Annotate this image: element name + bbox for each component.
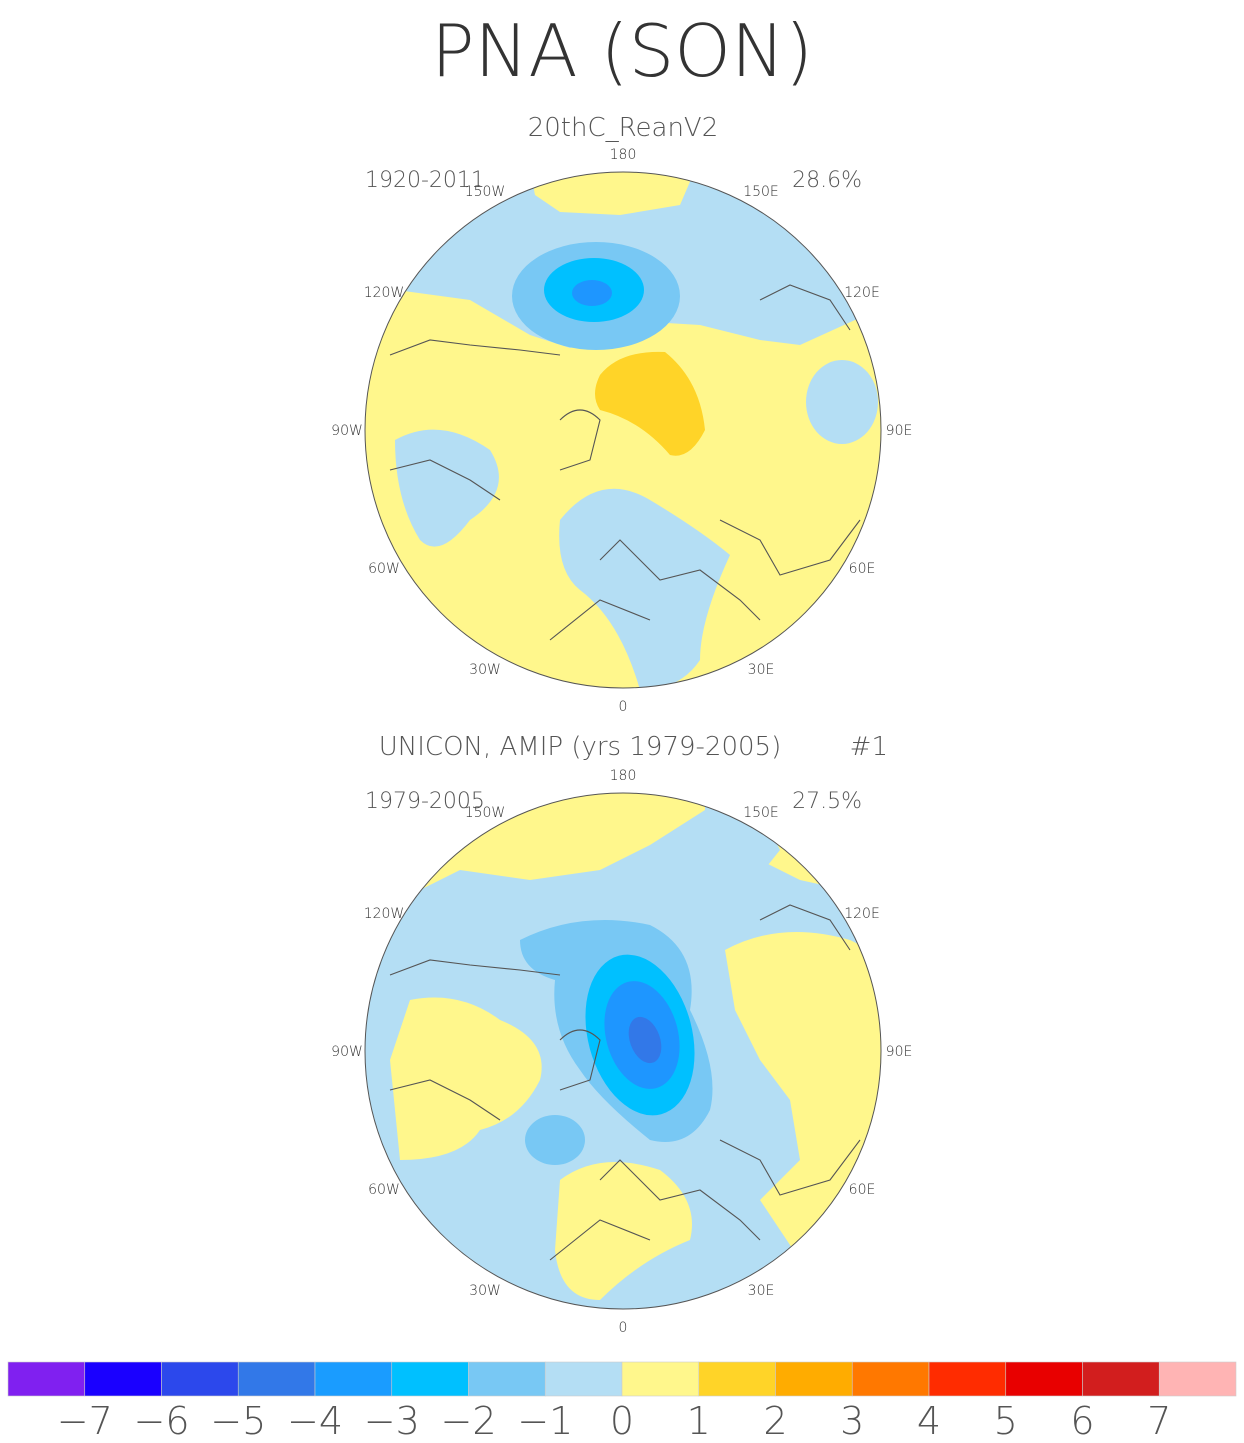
colorbar-label: −7: [57, 1399, 113, 1443]
colorbar-box: [851, 1361, 930, 1397]
longitude-label: 150W: [465, 805, 506, 821]
panel-1-subtitle: 20thC_ReanV2: [528, 113, 719, 143]
colorbar-box: [928, 1361, 1007, 1397]
panel-1-map: [365, 172, 881, 688]
panel-2-map: [365, 793, 881, 1309]
longitude-label: 120W: [364, 906, 405, 922]
panel-1-longitude-labels: 180 150E 120E 90E 60E 30E 0 30W 60W 90W 120W 150W: [331, 147, 912, 715]
longitude-label: 150E: [743, 805, 779, 821]
colorbar-label: 4: [917, 1399, 941, 1443]
colorbar-label: 3: [840, 1399, 864, 1443]
longitude-label: 30W: [469, 1283, 501, 1299]
panel-1-period: 1920-2011: [365, 168, 485, 193]
colorbar-label: −4: [287, 1399, 343, 1443]
longitude-label: 120E: [844, 285, 880, 301]
panel-1-map-border: [364, 171, 882, 689]
longitude-label: 90E: [886, 423, 913, 439]
colorbar-label: −5: [210, 1399, 266, 1443]
colorbar-box: [314, 1361, 393, 1397]
panel-1: 20thC_ReanV2 1920-2011 28.6% 180 150E 120E…: [331, 113, 912, 715]
colorbar-label: 0: [610, 1399, 634, 1443]
panel-2-subtitle: UNICON, AMIP (yrs 1979-2005): [379, 732, 781, 762]
longitude-label: 60E: [849, 1182, 876, 1198]
panel-2-variance: 27.5%: [792, 789, 862, 814]
colorbar-label: 5: [994, 1399, 1018, 1443]
longitude-label: 120E: [844, 906, 880, 922]
colorbar-label: −6: [133, 1399, 189, 1443]
longitude-label: 0: [619, 699, 628, 715]
colorbar-box: [7, 1361, 86, 1397]
panel-2-member: #1: [850, 732, 888, 762]
colorbar-box: [391, 1361, 469, 1397]
colorbar-label: 6: [1070, 1399, 1094, 1443]
panel-1-variance: 28.6%: [792, 168, 862, 193]
longitude-label: 90E: [886, 1044, 913, 1060]
panel-2-map-border: [364, 792, 882, 1310]
colorbar-label: −3: [364, 1399, 420, 1443]
colorbar: −7 −6 −5 −4 −3 −2 −1 0 1 2 3 4 5 6 7: [7, 1361, 1237, 1443]
longitude-label: 30E: [748, 662, 775, 678]
colorbar-box: [468, 1361, 546, 1397]
colorbar-box: [1158, 1361, 1237, 1397]
longitude-label: 150E: [743, 184, 779, 200]
colorbar-box: [621, 1361, 700, 1397]
longitude-label: 60E: [849, 561, 876, 577]
longitude-label: 150W: [465, 184, 506, 200]
colorbar-box: [161, 1361, 239, 1397]
colorbar-label: 1: [687, 1399, 711, 1443]
colorbar-box: [1005, 1361, 1083, 1397]
longitude-label: 120W: [364, 285, 405, 301]
colorbar-box: [698, 1361, 776, 1397]
figure-title: PNA (SON): [431, 9, 813, 93]
colorbar-box: [237, 1361, 316, 1397]
longitude-label: 90W: [331, 1044, 363, 1060]
colorbar-box: [84, 1361, 162, 1397]
panel-2-longitude-labels: 180 150E 120E 90E 60E 30E 0 30W 60W 90W 120W 150W: [331, 768, 912, 1336]
longitude-label: 60W: [368, 1182, 400, 1198]
longitude-label: 30W: [469, 662, 501, 678]
colorbar-box: [775, 1361, 853, 1397]
longitude-label: 60W: [368, 561, 400, 577]
colorbar-label: −2: [440, 1399, 496, 1443]
colorbar-box: [1082, 1361, 1160, 1397]
longitude-label: 180: [610, 768, 637, 784]
panel-2-period: 1979-2005: [365, 789, 485, 814]
colorbar-label: −1: [517, 1399, 573, 1443]
longitude-label: 30E: [748, 1283, 775, 1299]
longitude-label: 90W: [331, 423, 363, 439]
longitude-label: 180: [610, 147, 637, 163]
panel-2: UNICON, AMIP (yrs 1979-2005) #1 1979-200…: [331, 732, 912, 1336]
colorbar-label: 2: [763, 1399, 787, 1443]
colorbar-box: [544, 1361, 623, 1397]
longitude-label: 0: [619, 1320, 628, 1336]
colorbar-label: 7: [1147, 1399, 1171, 1443]
